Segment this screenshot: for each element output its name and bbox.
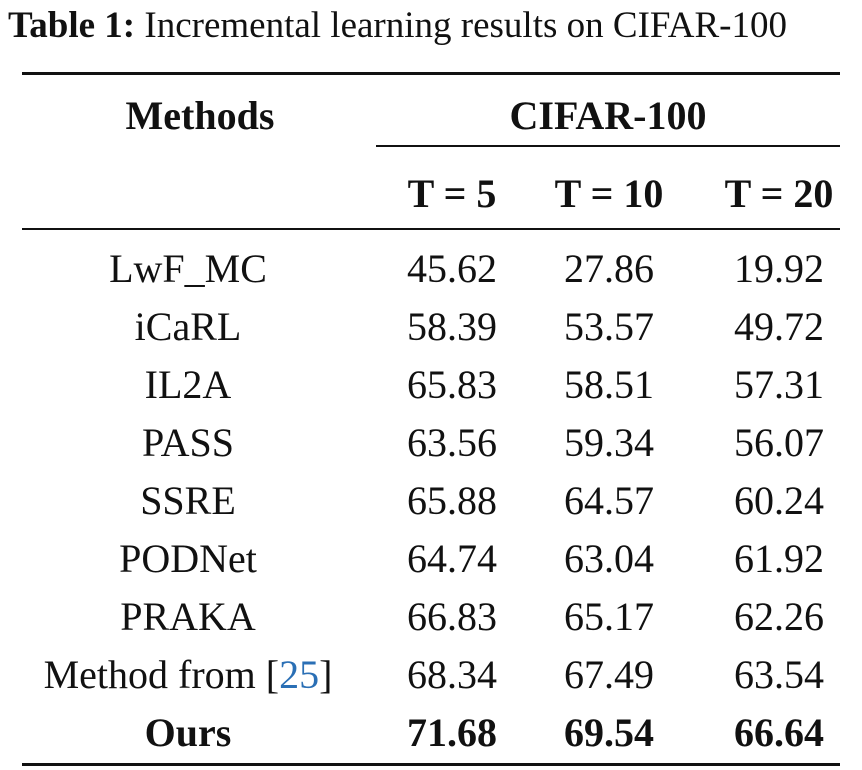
table-cell: 57.31 — [734, 362, 824, 407]
table-cell: 45.62 — [407, 246, 497, 291]
table-cell: 56.07 — [734, 420, 824, 465]
table-cell: 65.17 — [564, 594, 654, 639]
dataset-rule — [376, 145, 840, 147]
caption-text: Incremental learning results on CIFAR-10… — [144, 5, 787, 46]
table-cell: 63.56 — [407, 420, 497, 465]
method-label: SSRE — [140, 478, 236, 523]
table-cell: 65.88 — [407, 478, 497, 523]
table-cell: 62.26 — [734, 594, 824, 639]
method-name: SSRE — [8, 476, 368, 526]
table-cell: 66.64 — [734, 710, 824, 755]
methods-header: Methods — [125, 93, 275, 138]
table-cell: 59.34 — [564, 420, 654, 465]
column-header-t5: T = 5 — [407, 171, 497, 216]
caption-label: Table 1: — [8, 5, 136, 46]
table-cell: 49.72 — [734, 304, 824, 349]
table-cell: 66.83 — [407, 594, 497, 639]
method-name: Method from [25] — [8, 650, 368, 700]
table-cell: 58.39 — [407, 304, 497, 349]
method-label: PRAKA — [120, 594, 256, 639]
table-cell: 58.51 — [564, 362, 654, 407]
table-cell: 53.57 — [564, 304, 654, 349]
method-label: Method from [ — [43, 652, 280, 697]
table-cell: 63.04 — [564, 536, 654, 581]
method-name: iCaRL — [8, 302, 368, 352]
method-name: PRAKA — [8, 592, 368, 642]
method-label: iCaRL — [134, 304, 242, 349]
method-label: LwF_MC — [109, 246, 267, 291]
table-cell: 27.86 — [564, 246, 654, 291]
method-label: PASS — [142, 420, 234, 465]
method-name: PODNet — [8, 534, 368, 584]
column-header-t20: T = 20 — [724, 171, 834, 216]
method-label: Ours — [144, 710, 232, 755]
method-label-suffix: ] — [319, 652, 333, 697]
method-name: PASS — [8, 418, 368, 468]
table-cell: 64.74 — [407, 536, 497, 581]
table-cell: 64.57 — [564, 478, 654, 523]
table-cell: 65.83 — [407, 362, 497, 407]
bottom-rule — [22, 763, 840, 766]
table-cell: 69.54 — [564, 710, 654, 755]
dataset-header: CIFAR-100 — [509, 93, 707, 138]
table-cell: 68.34 — [407, 652, 497, 697]
citation-link[interactable]: 25 — [279, 652, 320, 697]
table-caption: Table 1: Incremental learning results on… — [8, 2, 787, 50]
method-label: IL2A — [144, 362, 232, 407]
top-rule — [22, 72, 840, 75]
table-cell: 61.92 — [734, 536, 824, 581]
method-name: Ours — [8, 708, 368, 758]
method-name: IL2A — [8, 360, 368, 410]
column-header-t10: T = 10 — [554, 171, 664, 216]
table-cell: 67.49 — [564, 652, 654, 697]
table-cell: 19.92 — [734, 246, 824, 291]
header-rule — [22, 228, 840, 230]
table-cell: 63.54 — [734, 652, 824, 697]
table-cell: 71.68 — [407, 710, 497, 755]
method-name: LwF_MC — [8, 244, 368, 294]
method-label: PODNet — [119, 536, 257, 581]
table-cell: 60.24 — [734, 478, 824, 523]
